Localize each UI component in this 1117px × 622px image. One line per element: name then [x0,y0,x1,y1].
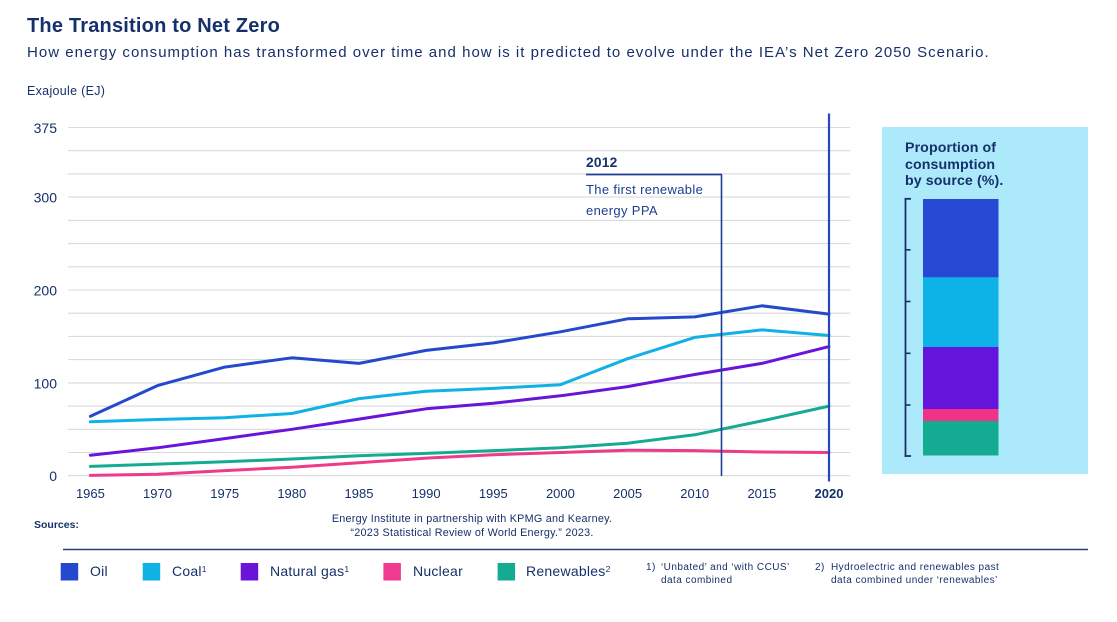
svg-text:1985: 1985 [345,486,374,501]
svg-text:1995: 1995 [479,486,508,501]
svg-text:0: 0 [49,468,57,484]
svg-text:2005: 2005 [613,486,642,501]
svg-text:1965: 1965 [76,486,105,501]
svg-text:375: 375 [34,120,58,136]
svg-text:2020: 2020 [815,486,844,501]
svg-text:2015: 2015 [747,486,776,501]
svg-text:2010: 2010 [680,486,709,501]
svg-text:1970: 1970 [143,486,172,501]
svg-text:1975: 1975 [210,486,239,501]
svg-text:200: 200 [34,283,58,299]
svg-text:2000: 2000 [546,486,575,501]
svg-text:300: 300 [34,190,58,206]
svg-text:100: 100 [34,375,58,391]
svg-text:1980: 1980 [277,486,306,501]
svg-text:1990: 1990 [412,486,441,501]
